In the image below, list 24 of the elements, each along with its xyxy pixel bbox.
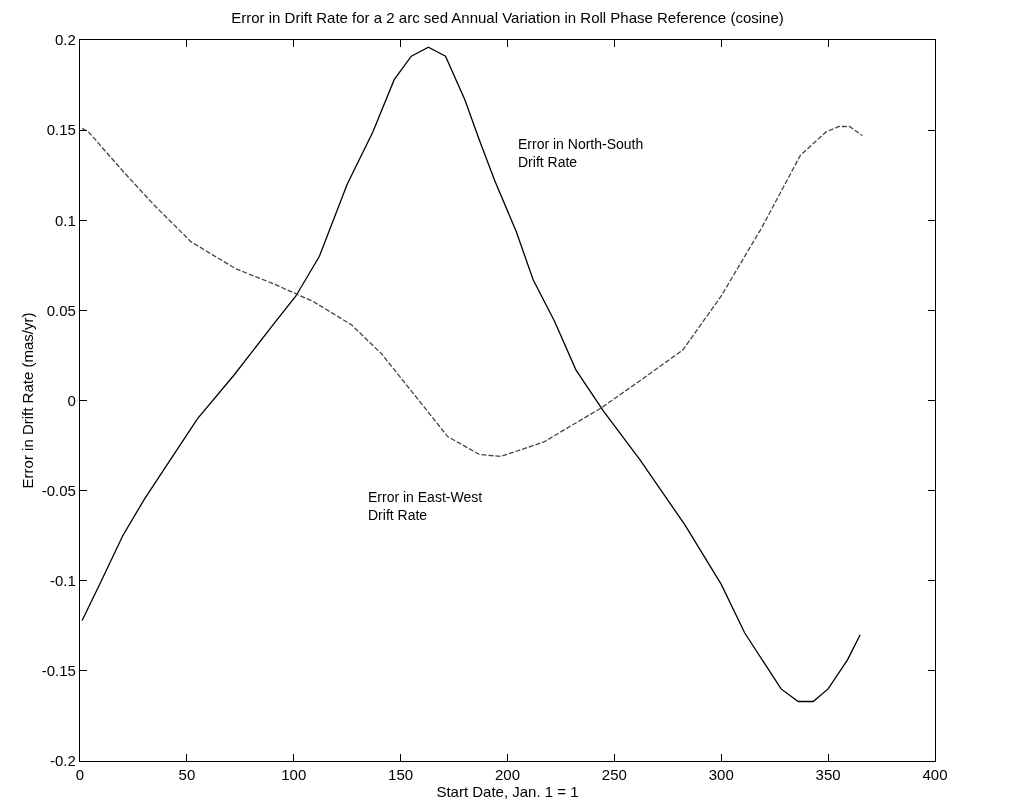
y-tick-label: 0.05 (46, 301, 76, 319)
x-tick-label: 350 (815, 766, 841, 784)
x-tick-label: 400 (922, 766, 948, 784)
x-axis-title: Start Date, Jan. 1 = 1 (436, 783, 579, 801)
x-tick-label: 300 (708, 766, 734, 784)
y-tick-label: -0.15 (41, 662, 76, 680)
x-tick-label: 200 (494, 766, 521, 784)
line-series (81, 46, 861, 703)
x-tick-label: 150 (388, 766, 414, 784)
y-tick-label: 0 (67, 391, 76, 409)
y-tick-label: 0.15 (46, 121, 76, 139)
x-tick-label: 50 (178, 766, 196, 784)
text: Error in East-West Drift Rate (368, 489, 483, 524)
y-tick-label: -0.05 (41, 481, 76, 499)
x-tick-label: 100 (281, 766, 307, 784)
y-tick-label: -0.1 (49, 572, 76, 589)
y-tick-label: 0.2 (54, 31, 76, 49)
x-tick-label: 250 (601, 766, 627, 784)
y-axis-title: Error in Drift Rate (mas/yr) (18, 312, 36, 489)
y-tick-label: -0.2 (49, 752, 76, 770)
chart-title: Error in Drift Rate for a 2 arc sed Annual Variation in Roll Phase Reference (cosine) (231, 8, 784, 26)
series-label: Error in North-South Drift Rate (518, 136, 644, 171)
line-series (81, 125, 863, 458)
y-tick-label: 0.1 (54, 211, 76, 229)
